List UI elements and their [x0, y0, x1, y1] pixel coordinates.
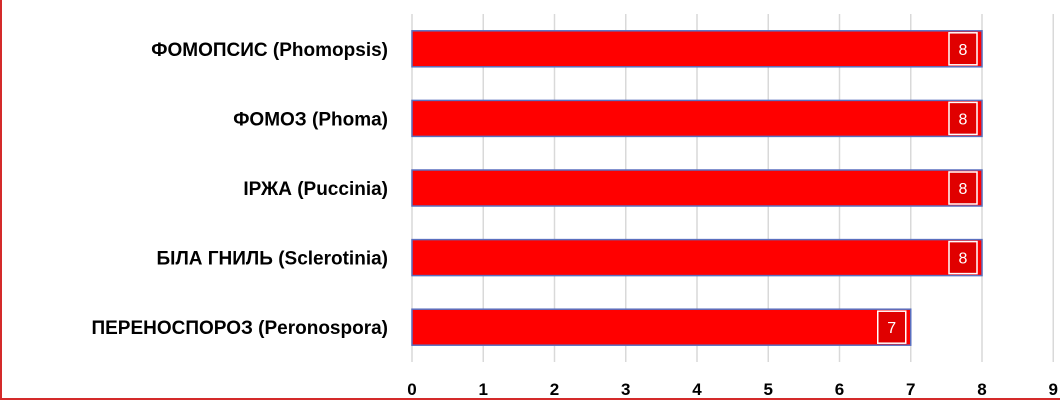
- bar: [411, 169, 983, 207]
- data-label-box: [948, 171, 978, 205]
- bars: [411, 30, 983, 346]
- data-label: 8: [959, 181, 968, 198]
- data-labels: 8 8 8 8 7: [877, 32, 978, 344]
- data-label: 8: [959, 42, 968, 59]
- x-tick-label: 5: [764, 380, 773, 399]
- category-labels: ФОМОПСИС (Phomopsis) ФОМОЗ (Phoma) ІРЖА (P…: [91, 40, 388, 339]
- bar: [411, 238, 983, 277]
- x-tick-label: 0: [407, 380, 416, 399]
- data-label-box: [877, 310, 907, 344]
- x-tick-label: 3: [621, 380, 630, 399]
- bar: [411, 30, 983, 68]
- category-label: ФОМОПСИС (Phomopsis): [151, 40, 388, 61]
- data-label-box: [948, 32, 978, 66]
- x-tick-label: 1: [479, 380, 488, 399]
- category-label: ФОМОЗ (Phoma): [233, 109, 388, 130]
- data-label: 8: [959, 251, 968, 268]
- bar: [411, 308, 912, 346]
- category-label: ІРЖА (Puccinia): [243, 179, 388, 200]
- x-tick-label: 2: [550, 380, 559, 399]
- bar: [411, 99, 983, 138]
- data-label: 8: [959, 111, 968, 128]
- category-label: ПЕРЕНОСПОРОЗ (Peronospora): [91, 318, 388, 339]
- x-tick-label: 7: [906, 380, 915, 399]
- category-label: БІЛА ГНИЛЬ (Sclerotinia): [157, 249, 388, 270]
- x-tick-label: 8: [977, 380, 986, 399]
- data-label: 7: [887, 320, 896, 337]
- data-label-box: [948, 240, 978, 275]
- x-tick-label: 9: [1049, 380, 1058, 399]
- x-tick-labels: 0 1 2 3 4 5 6 7 8 9: [407, 380, 1058, 399]
- data-label-box: [948, 101, 978, 136]
- x-tick-label: 4: [692, 380, 702, 399]
- x-tick-label: 6: [835, 380, 844, 399]
